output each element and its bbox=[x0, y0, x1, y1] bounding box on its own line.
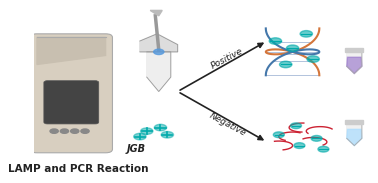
Circle shape bbox=[311, 135, 322, 141]
Polygon shape bbox=[37, 38, 105, 64]
Circle shape bbox=[161, 132, 174, 138]
Circle shape bbox=[307, 56, 319, 62]
Text: Negative: Negative bbox=[208, 111, 247, 138]
Polygon shape bbox=[147, 52, 171, 92]
Polygon shape bbox=[150, 10, 162, 16]
Polygon shape bbox=[347, 52, 362, 74]
Circle shape bbox=[81, 129, 89, 133]
Circle shape bbox=[71, 129, 79, 133]
Circle shape bbox=[279, 61, 292, 68]
Polygon shape bbox=[347, 124, 362, 145]
Polygon shape bbox=[140, 34, 178, 52]
Circle shape bbox=[269, 38, 282, 44]
Circle shape bbox=[273, 132, 284, 138]
Circle shape bbox=[134, 133, 146, 140]
Polygon shape bbox=[347, 129, 362, 145]
Text: LAMP and PCR Reaction: LAMP and PCR Reaction bbox=[8, 164, 149, 174]
Circle shape bbox=[300, 31, 313, 37]
Polygon shape bbox=[345, 48, 363, 52]
Circle shape bbox=[153, 49, 164, 55]
Circle shape bbox=[291, 123, 302, 129]
Circle shape bbox=[50, 129, 58, 133]
Text: Positive: Positive bbox=[210, 46, 245, 70]
Polygon shape bbox=[347, 57, 362, 74]
Polygon shape bbox=[345, 120, 363, 124]
Text: JGB: JGB bbox=[127, 144, 146, 154]
Circle shape bbox=[154, 124, 167, 131]
Circle shape bbox=[294, 143, 305, 148]
Circle shape bbox=[141, 128, 153, 134]
Circle shape bbox=[60, 129, 68, 133]
FancyBboxPatch shape bbox=[44, 81, 99, 124]
Circle shape bbox=[318, 146, 329, 152]
Circle shape bbox=[287, 45, 299, 51]
FancyBboxPatch shape bbox=[30, 34, 113, 153]
